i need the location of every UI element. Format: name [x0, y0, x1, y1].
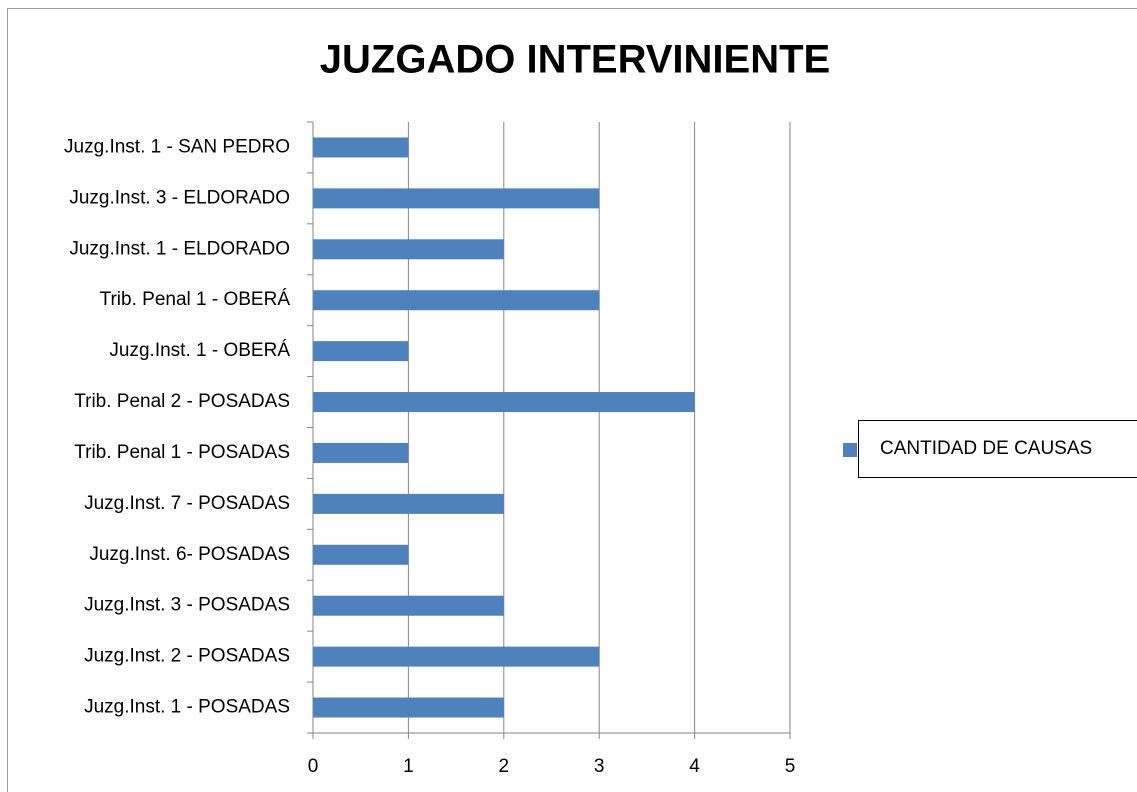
bar — [313, 442, 409, 463]
legend-label: CANTIDAD DE CAUSAS — [880, 438, 1092, 459]
y-tick-label: Juzg.Inst. 7 - POSADAS — [84, 493, 290, 514]
legend-marker — [843, 443, 857, 457]
chart-title: JUZGADO INTERVINIENTE — [320, 38, 830, 82]
legend-box — [858, 420, 1137, 478]
bar — [313, 188, 600, 209]
bar — [313, 137, 409, 158]
x-tick-label: 4 — [689, 756, 700, 777]
y-tick-label: Juzg.Inst. 3 - POSADAS — [84, 595, 290, 616]
bar — [313, 493, 504, 514]
bar — [313, 341, 409, 362]
y-tick-label: Juzg.Inst. 6- POSADAS — [89, 544, 290, 565]
bar — [313, 544, 409, 565]
bar — [313, 646, 600, 667]
x-tick-label: 0 — [308, 756, 319, 777]
x-tick-label: 3 — [594, 756, 605, 777]
bar — [313, 697, 504, 718]
bar — [313, 392, 695, 413]
x-tick-label: 1 — [403, 756, 414, 777]
y-tick-label: Juzg.Inst. 1 - POSADAS — [84, 697, 290, 718]
y-tick-label: Trib. Penal 1 - POSADAS — [74, 442, 290, 463]
bar — [313, 239, 504, 260]
y-tick-label: Juzg.Inst. 1 - SAN PEDRO — [64, 136, 290, 157]
y-tick-label: Juzg.Inst. 1 - OBERÁ — [109, 340, 290, 361]
bar — [313, 595, 504, 616]
y-tick-label: Juzg.Inst. 2 - POSADAS — [84, 646, 290, 667]
y-tick-label: Juzg.Inst. 3 - ELDORADO — [69, 187, 290, 208]
y-tick-label: Trib. Penal 1 - OBERÁ — [100, 289, 291, 310]
x-tick-label: 5 — [785, 756, 796, 777]
x-tick-label: 2 — [499, 756, 510, 777]
y-tick-label: Juzg.Inst. 1 - ELDORADO — [69, 238, 290, 259]
y-tick-label: Trib. Penal 2 - POSADAS — [74, 391, 290, 412]
bar — [313, 290, 600, 311]
